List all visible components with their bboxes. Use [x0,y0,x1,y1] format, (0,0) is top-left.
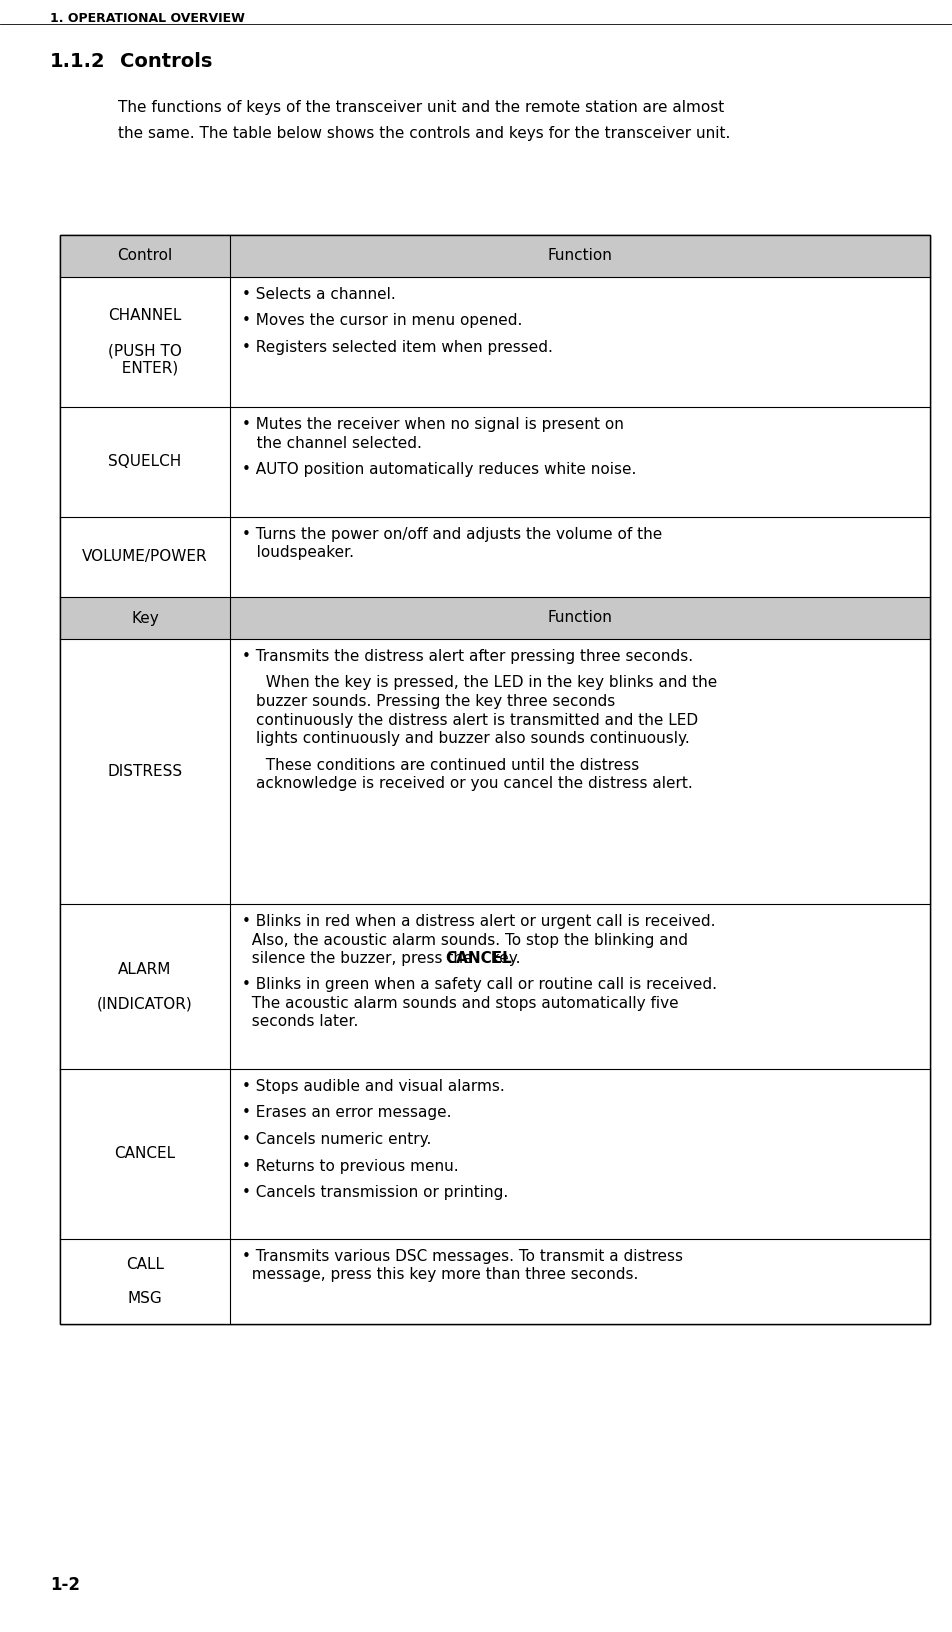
Text: • Mutes the receiver when no signal is present on: • Mutes the receiver when no signal is p… [242,418,624,432]
Text: loudspeaker.: loudspeaker. [242,545,354,560]
Text: buzzer sounds. Pressing the key three seconds: buzzer sounds. Pressing the key three se… [256,694,615,708]
Bar [230,235,930,277]
Bar [60,235,930,1324]
Text: CANCEL: CANCEL [446,951,512,966]
Text: Also, the acoustic alarm sounds. To stop the blinking and: Also, the acoustic alarm sounds. To stop… [242,932,688,948]
Bar [60,406,230,517]
Text: • Registers selected item when pressed.: • Registers selected item when pressed. [242,339,553,356]
Text: seconds later.: seconds later. [242,1015,358,1030]
Text: These conditions are continued until the distress: These conditions are continued until the… [256,757,639,772]
Text: lights continuously and buzzer also sounds continuously.: lights continuously and buzzer also soun… [256,731,690,746]
Text: • Erases an error message.: • Erases an error message. [242,1105,451,1121]
Text: 1.1.2: 1.1.2 [50,52,106,72]
Text: • Returns to previous menu.: • Returns to previous menu. [242,1159,459,1173]
Text: CALL

MSG: CALL MSG [126,1257,164,1306]
Bar [60,597,230,640]
Bar [230,1069,930,1239]
Bar [230,1239,930,1324]
Text: message, press this key more than three seconds.: message, press this key more than three … [242,1268,639,1283]
Text: • Cancels transmission or printing.: • Cancels transmission or printing. [242,1185,508,1200]
Text: Function: Function [547,610,612,625]
Text: • AUTO position automatically reduces white noise.: • AUTO position automatically reduces wh… [242,462,636,477]
Bar [60,1239,230,1324]
Text: the same. The table below shows the controls and keys for the transceiver unit.: the same. The table below shows the cont… [118,126,730,140]
Text: • Turns the power on/off and adjusts the volume of the: • Turns the power on/off and adjusts the… [242,527,663,542]
Text: 1. OPERATIONAL OVERVIEW: 1. OPERATIONAL OVERVIEW [50,11,245,24]
Text: ALARM

(INDICATOR): ALARM (INDICATOR) [97,961,193,1012]
Bar [60,640,230,904]
Bar [60,904,230,1069]
Bar [60,235,230,277]
Text: The acoustic alarm sounds and stops automatically five: The acoustic alarm sounds and stops auto… [242,996,679,1010]
Text: SQUELCH: SQUELCH [109,454,182,470]
Bar [230,517,930,597]
Text: silence the buzzer, press the: silence the buzzer, press the [242,951,477,966]
Text: Controls: Controls [120,52,212,72]
Text: • Blinks in green when a safety call or routine call is received.: • Blinks in green when a safety call or … [242,978,717,992]
Bar [230,277,930,406]
Text: CANCEL: CANCEL [114,1147,175,1162]
Text: continuously the distress alert is transmitted and the LED: continuously the distress alert is trans… [256,713,698,728]
Text: Function: Function [547,248,612,263]
Bar [230,640,930,904]
Text: The functions of keys of the transceiver unit and the remote station are almost: The functions of keys of the transceiver… [118,100,724,114]
Text: CHANNEL

(PUSH TO
  ENTER): CHANNEL (PUSH TO ENTER) [109,308,182,375]
Text: • Transmits the distress alert after pressing three seconds.: • Transmits the distress alert after pre… [242,650,693,664]
Text: Control: Control [117,248,172,263]
Bar [60,1069,230,1239]
Bar [230,406,930,517]
Bar [230,904,930,1069]
Text: When the key is pressed, the LED in the key blinks and the: When the key is pressed, the LED in the … [256,676,717,690]
Bar [60,277,230,406]
Text: Key: Key [131,610,159,625]
Text: key.: key. [486,951,521,966]
Text: • Selects a channel.: • Selects a channel. [242,287,396,302]
Text: DISTRESS: DISTRESS [108,764,183,778]
Bar [60,235,930,1324]
Bar [60,517,230,597]
Text: acknowledge is received or you cancel the distress alert.: acknowledge is received or you cancel th… [256,775,693,792]
Text: • Transmits various DSC messages. To transmit a distress: • Transmits various DSC messages. To tra… [242,1248,683,1265]
Text: • Cancels numeric entry.: • Cancels numeric entry. [242,1133,431,1147]
Bar [230,597,930,640]
Text: the channel selected.: the channel selected. [242,436,422,450]
Text: 1-2: 1-2 [50,1577,80,1594]
Text: • Stops audible and visual alarms.: • Stops audible and visual alarms. [242,1079,505,1093]
Text: VOLUME/POWER: VOLUME/POWER [82,550,208,565]
Text: • Blinks in red when a distress alert or urgent call is received.: • Blinks in red when a distress alert or… [242,914,716,929]
Text: • Moves the cursor in menu opened.: • Moves the cursor in menu opened. [242,313,523,328]
